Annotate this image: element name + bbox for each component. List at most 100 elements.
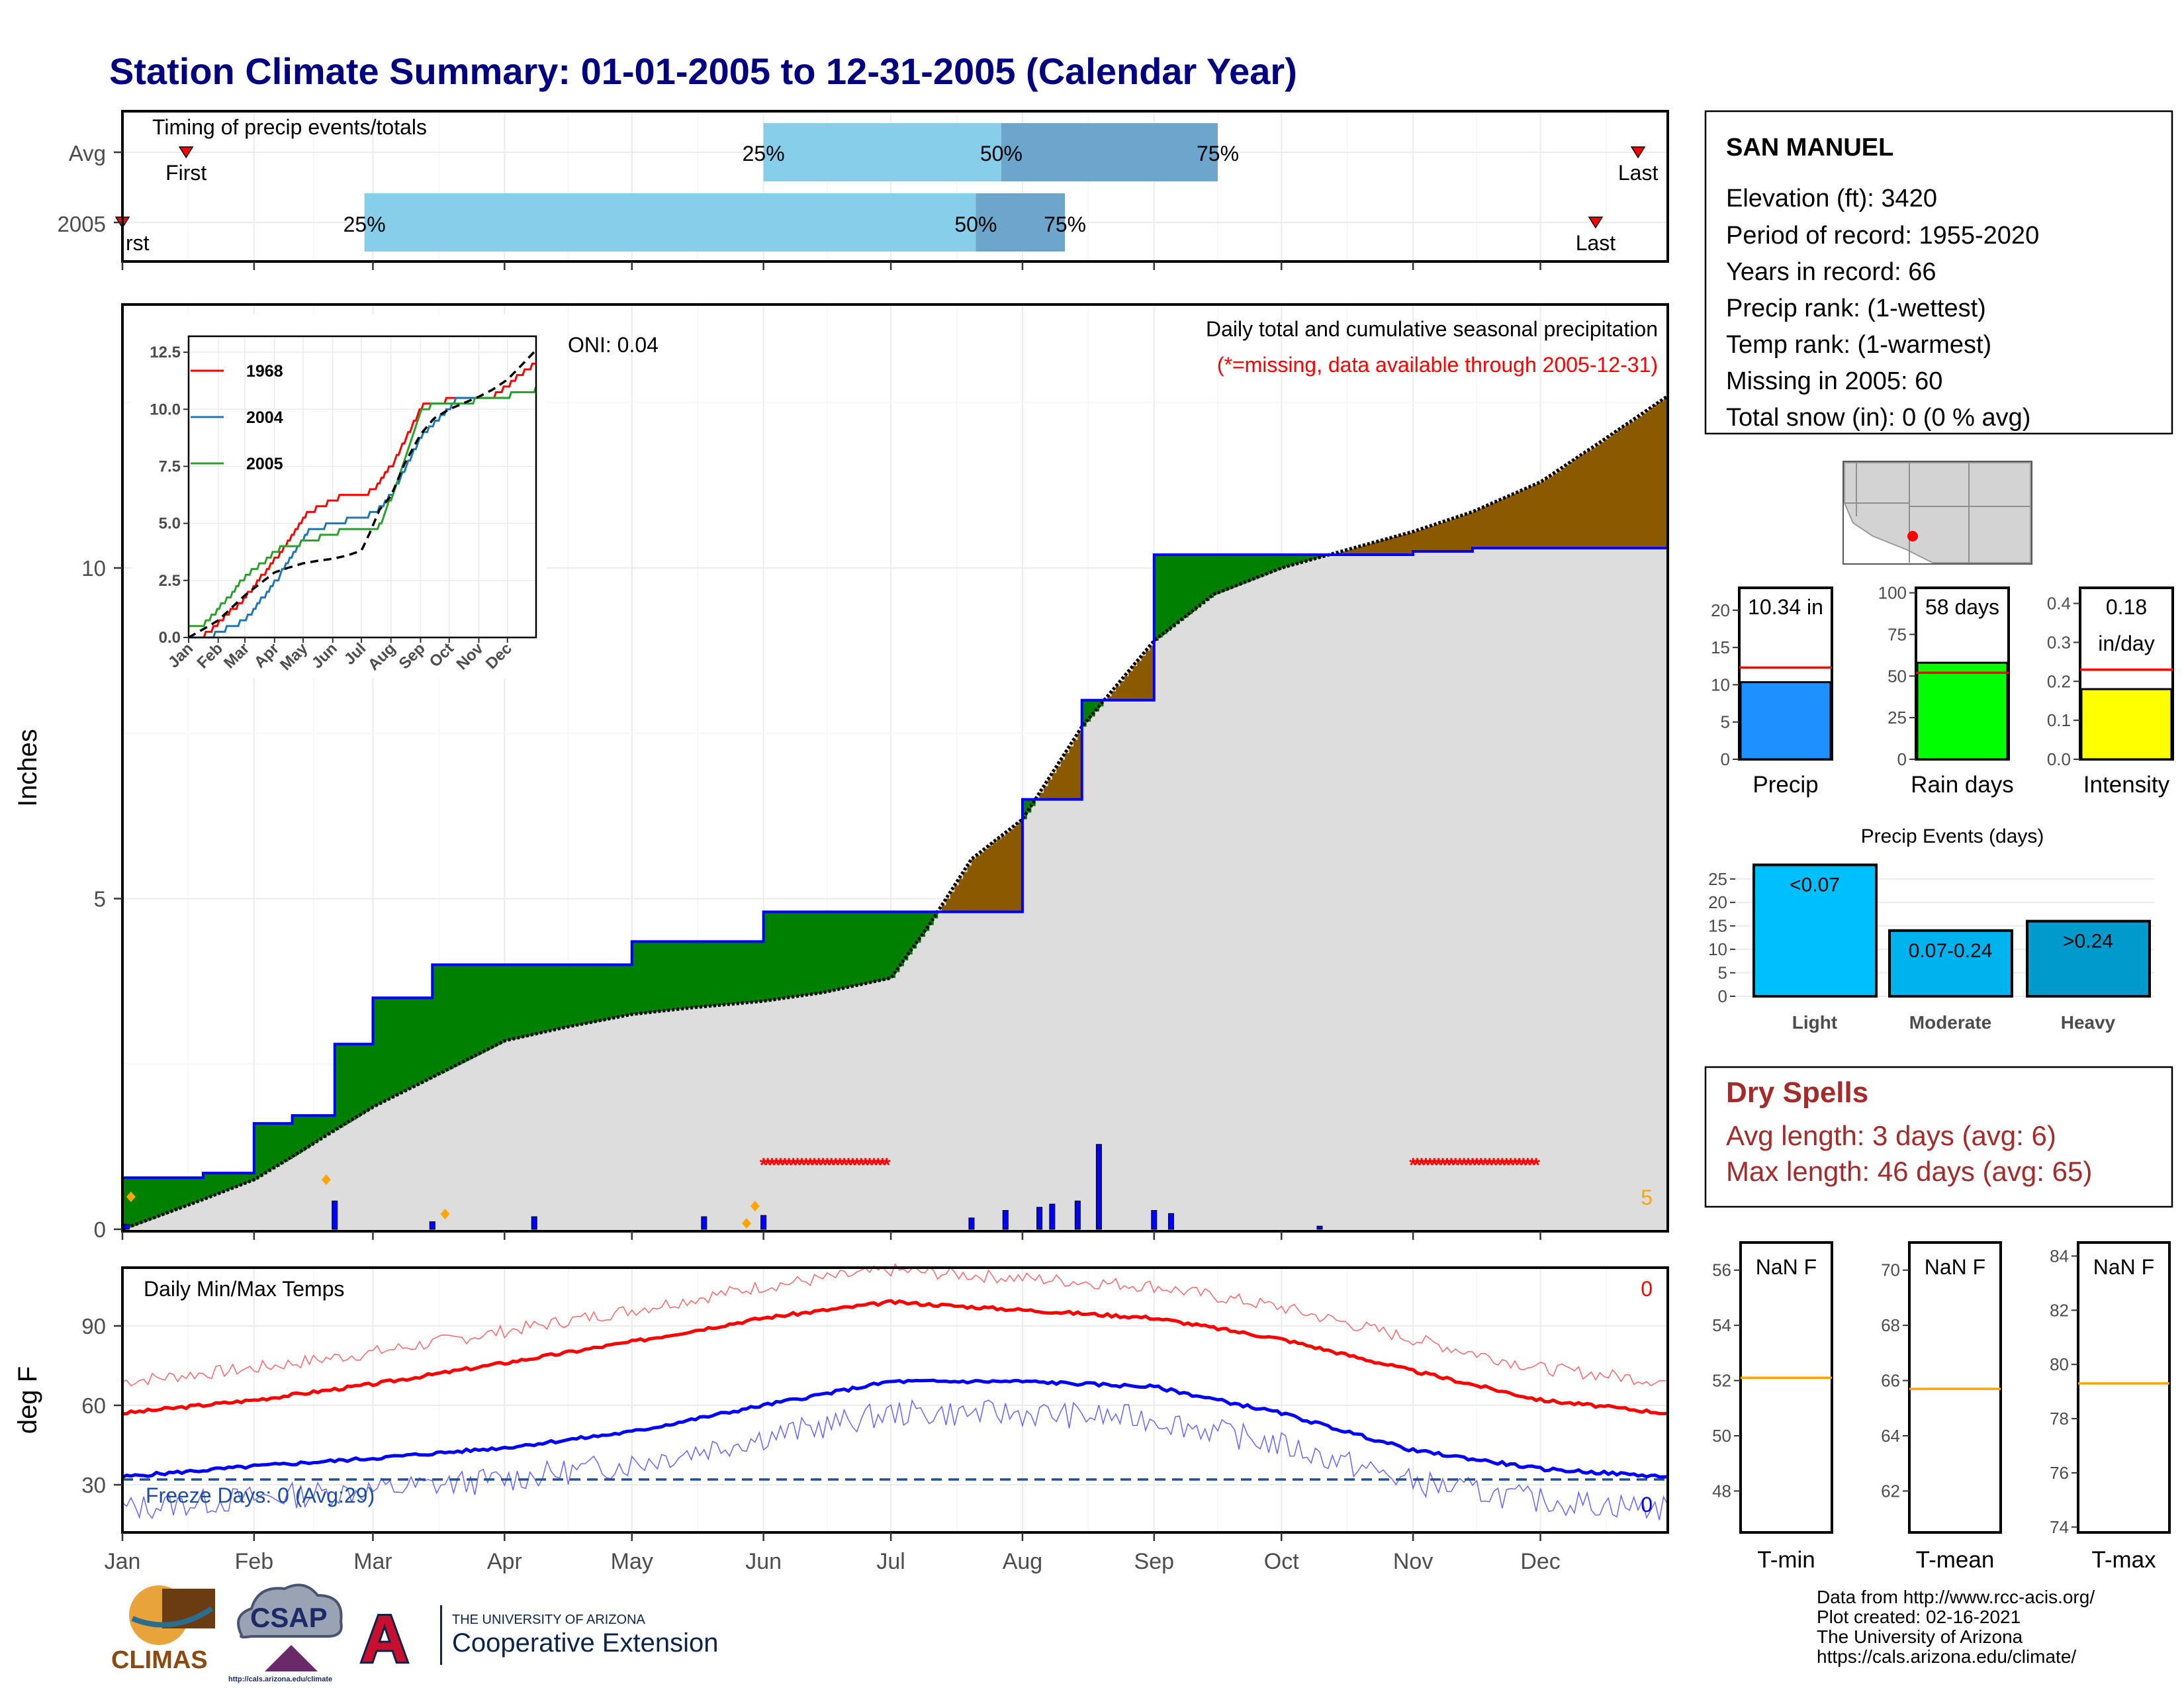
below-average-area (1014, 825, 1019, 912)
dry-spell-marker: * (1520, 1154, 1527, 1176)
dry-spell-marker: * (776, 1154, 784, 1176)
ua-logo-main: Cooperative Extension (452, 1628, 718, 1658)
ua-logo-letter: A (361, 1602, 408, 1676)
above-average-area (420, 998, 425, 1084)
above-average-area (232, 1173, 238, 1188)
above-average-area (763, 912, 768, 1002)
month-tick-label: Jan (105, 1549, 141, 1574)
above-average-area (487, 964, 492, 1050)
temp-ylabel: deg F (13, 1366, 42, 1434)
tpanel-y-tick-label: 74 (2050, 1517, 2069, 1537)
below-average-area (1498, 500, 1503, 549)
above-average-area (466, 964, 471, 1060)
tpanel-value: NaN F (1756, 1255, 1817, 1279)
station-name: SAN MANUEL (1726, 134, 1893, 162)
below-average-area (1489, 504, 1494, 549)
below-average-area (1582, 453, 1588, 549)
above-average-area (882, 912, 887, 980)
figure-title: Station Climate Summary: 01-01-2005 to 1… (109, 50, 1297, 92)
above-average-area (1090, 700, 1095, 717)
above-average-area (666, 941, 671, 1011)
below-average-area (979, 852, 985, 912)
dry-spell-marker: * (844, 1154, 852, 1176)
above-average-area (453, 964, 459, 1067)
below-average-area (1651, 407, 1656, 549)
summary-y-tick-label: 20 (1711, 600, 1730, 620)
dry-spell-marker: * (836, 1154, 844, 1176)
summary-y-tick-label: 0.1 (2047, 710, 2071, 730)
below-average-area (1510, 494, 1516, 549)
above-average-area (462, 964, 467, 1062)
above-average-area (1230, 555, 1236, 588)
dry-spell-marker: * (1528, 1154, 1536, 1176)
avg-min-line (121, 1378, 1668, 1479)
above-average-area (432, 964, 437, 1078)
below-average-area (1515, 492, 1520, 549)
events-y-tick-label: 15 (1708, 916, 1727, 936)
above-average-area (355, 1044, 361, 1117)
above-average-area (657, 941, 662, 1012)
events-bar-heavy (2026, 919, 2151, 998)
above-average-area (878, 912, 883, 981)
dry-spell-marker: * (841, 1154, 848, 1176)
above-average-area (211, 1173, 216, 1197)
above-average-area (865, 912, 870, 984)
summary-y-tick-label: 15 (1711, 637, 1730, 657)
dry-spell-marker: * (1465, 1154, 1473, 1176)
daily-precip-bar (531, 1216, 537, 1230)
below-average-area (1485, 506, 1490, 549)
above-average-area (899, 912, 904, 966)
above-average-area (390, 998, 395, 1099)
dry-spell-marker: * (1447, 1154, 1455, 1176)
above-average-area (1273, 555, 1278, 571)
inset-y-axis: 0.0 2.5 5.0 7.5 10.0 12.5 (150, 344, 189, 647)
below-average-area (1044, 786, 1049, 800)
below-average-area (950, 892, 955, 912)
below-average-area (1400, 535, 1405, 555)
above-average-area (1247, 555, 1252, 581)
above-average-area (848, 912, 853, 988)
below-average-area (1633, 419, 1639, 549)
summary-bars: 0 5 10 15 20 10.34 in Precip 0 25 50 75 100 58 days R… (1711, 583, 2174, 798)
dry-spell-marker: * (1511, 1154, 1519, 1176)
climas-logo-swoosh (131, 1606, 214, 1628)
above-average-area (351, 1044, 357, 1120)
dry-spell-marker: * (1456, 1154, 1464, 1176)
dry-spell-marker: * (1490, 1154, 1498, 1176)
dry-spell-marker: * (1481, 1154, 1489, 1176)
above-average-area (1277, 555, 1282, 570)
summary-value-label: 10.34 in (1748, 595, 1823, 619)
above-average-area (411, 998, 416, 1088)
above-average-area (1213, 555, 1218, 594)
above-average-area (704, 941, 709, 1007)
above-average-area (326, 1115, 331, 1136)
daily-precip-bar (1167, 1213, 1174, 1230)
below-average-area (997, 839, 1002, 912)
month-tick-label: Oct (1264, 1549, 1299, 1574)
map-state-lines (1844, 463, 2030, 563)
above-average-area (852, 912, 858, 986)
summary-y-tick-label: 0.0 (2047, 749, 2071, 769)
events-category-label: Heavy (2061, 1012, 2116, 1033)
summary-y-tick-label: 10 (1711, 675, 1730, 694)
tpanel-label: T-min (1757, 1547, 1815, 1573)
temp-label: Daily Min/Max Temps (144, 1277, 344, 1301)
inset-lines (188, 349, 537, 639)
dry-spell-marker: * (790, 1154, 797, 1176)
below-average-area (1077, 733, 1083, 800)
daily-precip-bar (1074, 1200, 1081, 1230)
tpanel-y-tick-label: 64 (1881, 1426, 1900, 1446)
above-average-area (271, 1123, 276, 1170)
above-average-area (1179, 555, 1185, 621)
above-average-area (283, 1123, 289, 1162)
below-average-area (1065, 753, 1070, 800)
events-bar-label: 0.07-0.24 (1909, 940, 1993, 962)
tpanel-label: T-max (2091, 1547, 2156, 1573)
dry-spell-marker: * (1486, 1154, 1494, 1176)
station-temp-rank: Temp rank: (1-warmest) (1726, 331, 1991, 359)
below-average-area (1480, 508, 1486, 549)
above-average-area (334, 1044, 340, 1131)
daily-precip-bar (701, 1216, 707, 1230)
above-average-area (649, 941, 654, 1013)
